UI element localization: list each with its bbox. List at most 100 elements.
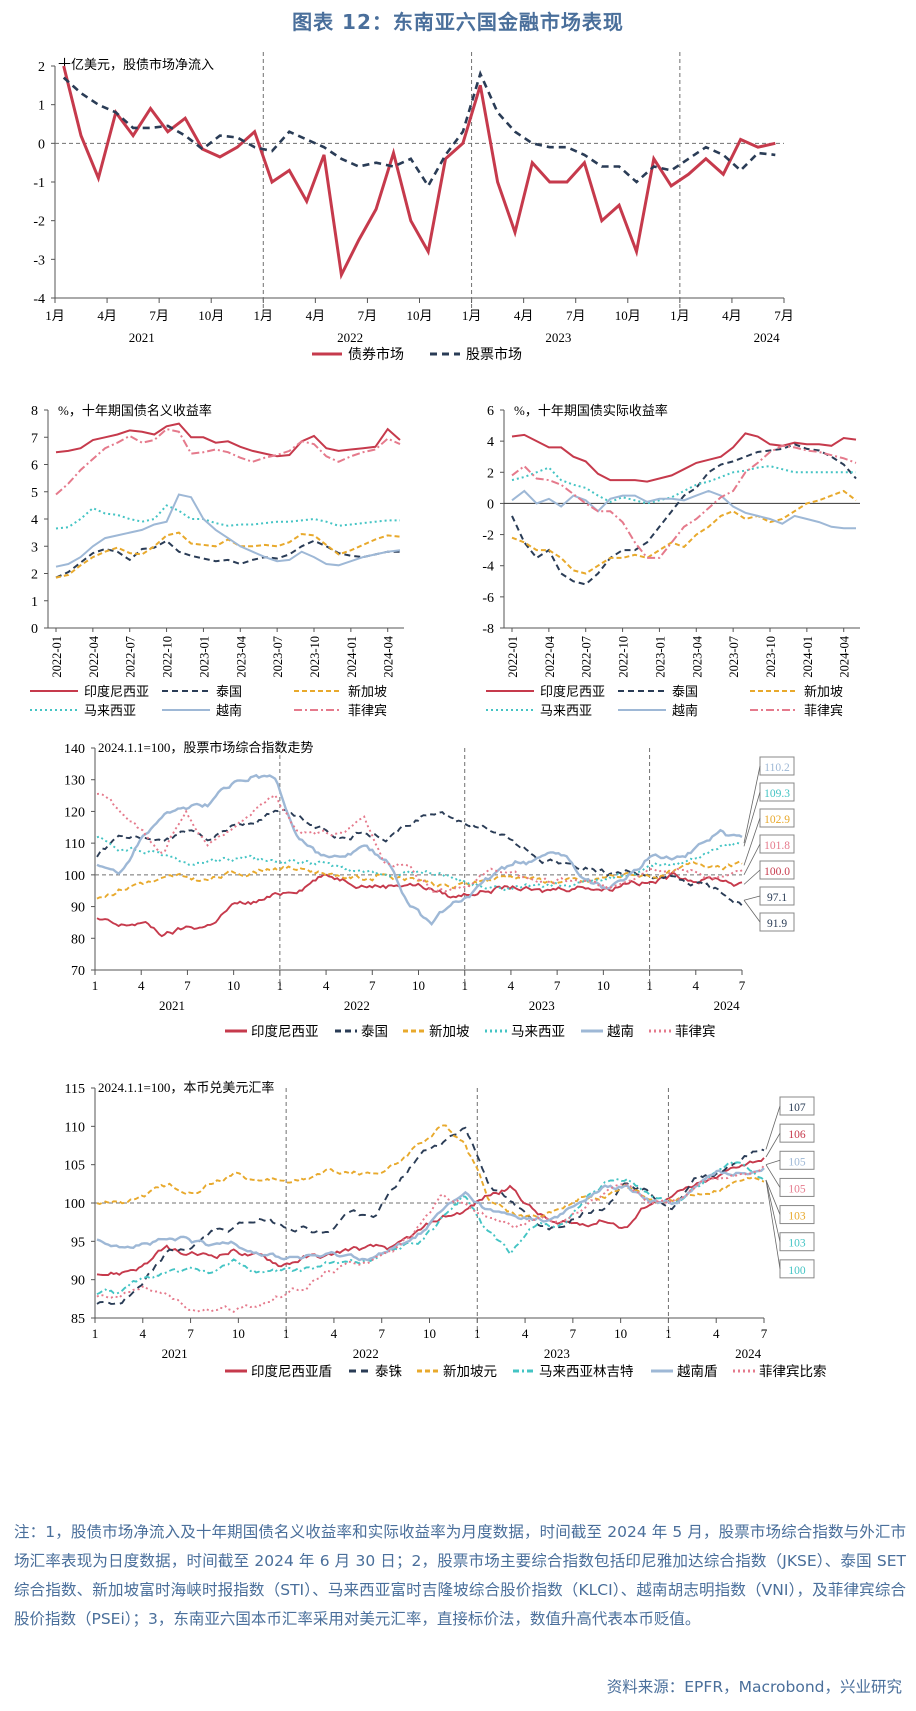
legend-label: 菲律宾 <box>348 703 387 718</box>
end-label-leader <box>765 1179 781 1242</box>
x-tick-label: 1月 <box>670 308 690 323</box>
x-tick-label: 7 <box>739 978 746 993</box>
y-tick-label: 120 <box>64 805 85 820</box>
x-tick-label: 10 <box>227 978 240 993</box>
x-tick-label: 4 <box>713 1326 720 1341</box>
y-tick-label: 0 <box>487 497 494 512</box>
unit-label: 2024.1.1=100，本币兑美元汇率 <box>98 1080 274 1095</box>
series-line-malaysia <box>55 504 400 530</box>
year-label: 2024 <box>714 998 741 1013</box>
legend-label: 越南 <box>672 703 698 718</box>
y-tick-label: 4 <box>487 435 494 450</box>
series-line-philippines <box>96 1164 765 1313</box>
y-tick-label: 1 <box>38 99 45 114</box>
x-tick-label: 2023-10 <box>308 636 322 678</box>
series-line-thailand <box>96 808 743 907</box>
series-line-singapore <box>511 489 857 575</box>
x-tick-label: 2022-01 <box>50 636 64 678</box>
end-label-leader <box>765 1132 781 1158</box>
legend-label: 马来西亚 <box>540 703 592 718</box>
year-label: 2022 <box>344 998 370 1013</box>
x-tick-label: 4 <box>138 978 145 993</box>
series-line-philippines <box>96 792 743 893</box>
end-label-box <box>779 1123 815 1143</box>
x-tick-label: 2022-01 <box>506 636 520 678</box>
legend-label: 印度尼西亚盾 <box>251 1364 332 1379</box>
end-label-leader <box>743 899 761 923</box>
series-line-singapore <box>55 531 401 579</box>
x-tick-label: 1月 <box>45 308 65 323</box>
series-line-malaysia <box>511 465 856 505</box>
year-label: 2024 <box>735 1346 762 1361</box>
end-label: 101.8 <box>764 840 790 852</box>
year-label: 2023 <box>544 1346 570 1361</box>
x-tick-label: 7 <box>378 1326 385 1341</box>
x-tick-label: 7 <box>554 978 561 993</box>
end-label-leader <box>743 791 761 847</box>
x-tick-label: 4月 <box>306 308 326 323</box>
y-tick-label: 90 <box>71 901 85 916</box>
x-tick-label: 4月 <box>514 308 534 323</box>
x-tick-label: 1 <box>92 978 99 993</box>
y-tick-label: 85 <box>71 1312 85 1327</box>
end-label: 110.2 <box>764 762 790 774</box>
y-tick-label: 6 <box>31 459 38 474</box>
series-line-indonesia <box>96 871 743 938</box>
x-tick-label: 1 <box>646 978 653 993</box>
x-tick-label: 1月 <box>254 308 274 323</box>
y-tick-label: 100 <box>64 1197 85 1212</box>
end-label-leader <box>743 843 761 876</box>
x-tick-label: 7 <box>187 1326 194 1341</box>
legend-label: 马来西亚林吉特 <box>539 1364 634 1379</box>
end-label-leader <box>743 817 761 866</box>
y-tick-label: -6 <box>482 591 494 606</box>
y-tick-label: 105 <box>64 1159 85 1174</box>
y-tick-label: 3 <box>31 540 38 555</box>
y-tick-label: 5 <box>31 486 38 501</box>
series-line-vietnam <box>96 1167 765 1262</box>
end-label-leader <box>765 1179 781 1215</box>
legend-label: 印度尼西亚 <box>84 684 149 699</box>
x-tick-label: 4 <box>693 978 700 993</box>
x-tick-label: 4 <box>140 1326 147 1341</box>
y-tick-label: -2 <box>482 529 494 544</box>
series-line-malaysia <box>96 1160 765 1296</box>
series-line-vietnam <box>511 489 856 530</box>
series-line-indonesia <box>55 422 401 458</box>
x-tick-label: 4 <box>522 1326 529 1341</box>
y-tick-label: -1 <box>33 176 45 191</box>
end-label: 103 <box>788 1238 806 1250</box>
y-tick-label: 115 <box>65 1082 85 1097</box>
x-tick-label: 4 <box>323 978 330 993</box>
end-label: 106 <box>788 1129 806 1141</box>
x-tick-label: 2023-07 <box>727 636 741 678</box>
x-tick-label: 7月 <box>566 308 586 323</box>
source-line: 资料来源：EPFR，Macrobond，兴业研究 <box>606 1678 902 1696</box>
y-tick-label: 0 <box>31 622 38 637</box>
x-tick-label: 7月 <box>358 308 378 323</box>
x-tick-label: 10 <box>412 978 425 993</box>
y-tick-label: 2 <box>38 60 45 75</box>
y-tick-label: 1 <box>31 595 38 610</box>
legend-label: 股票市场 <box>466 346 522 363</box>
x-tick-label: 1 <box>92 1326 99 1341</box>
series-line-indonesia <box>62 65 776 280</box>
year-label: 2023 <box>545 330 571 345</box>
y-tick-label: 70 <box>71 964 85 979</box>
legend-label: 泰国 <box>672 684 698 699</box>
x-tick-label: 7 <box>184 978 191 993</box>
x-tick-label: 10 <box>597 978 610 993</box>
end-label: 97.1 <box>767 892 787 904</box>
year-label: 2021 <box>162 1346 188 1361</box>
unit-label: 2024.1.1=100，股票市场综合指数走势 <box>98 740 313 755</box>
y-tick-label: 100 <box>64 869 85 884</box>
y-tick-label: 110 <box>65 1120 85 1135</box>
legend-label: 马来西亚 <box>511 1024 565 1039</box>
legend-label: 新加坡 <box>348 684 387 699</box>
end-label-box <box>779 1177 815 1197</box>
y-tick-label: -4 <box>33 292 45 307</box>
y-tick-label: 2 <box>487 466 494 481</box>
x-tick-label: 10月 <box>406 308 432 323</box>
end-label-leader <box>743 895 761 901</box>
x-tick-label: 7 <box>761 1326 768 1341</box>
